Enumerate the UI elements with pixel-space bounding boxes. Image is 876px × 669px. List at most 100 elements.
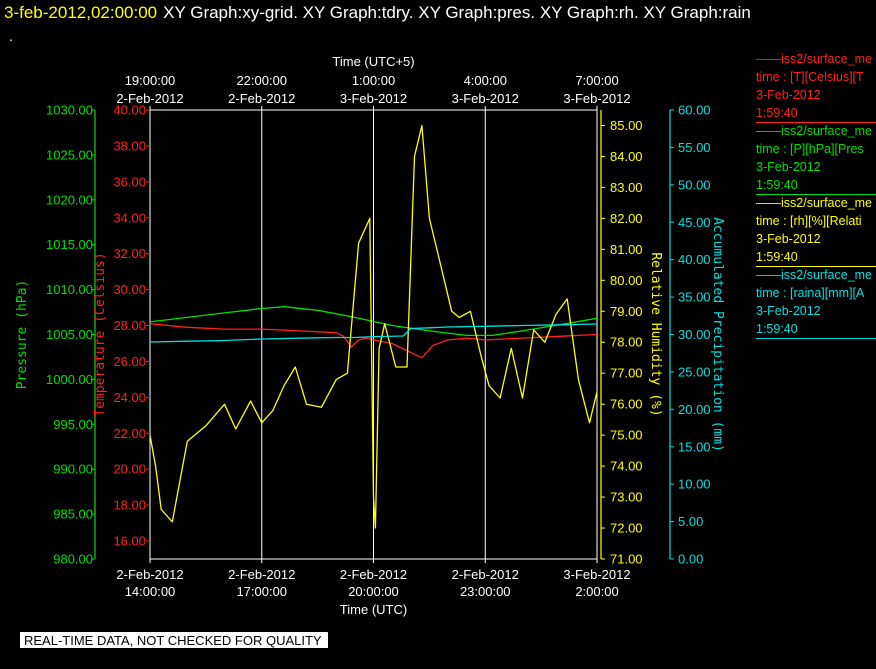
- y-tick-label-pres: 1005.00: [46, 327, 93, 342]
- y-tick-label-temp: 26.00: [113, 354, 146, 369]
- legend-name: ——iss2/surface_me: [756, 196, 873, 210]
- top-tick-label: 7:00:00: [575, 73, 618, 88]
- y-tick-label-temp: 16.00: [113, 534, 146, 549]
- y-tick-label-pres: 1000.00: [46, 372, 93, 387]
- legend-time: 1:59:40: [756, 178, 798, 192]
- y-tick-label-rh: 72.00: [610, 521, 643, 536]
- y-tick-label-rain: 25.00: [678, 364, 711, 379]
- y-tick-label-rh: 78.00: [610, 335, 643, 350]
- legend-desc: time : [T][Celsius][T: [756, 70, 864, 84]
- legend-date: 3-Feb-2012: [756, 232, 821, 246]
- bottom-tick-label: 17:00:00: [236, 584, 287, 599]
- series-line-pres: [149, 306, 598, 337]
- legend-entry: ——iss2/surface_me time : [raina][mm][A 3-F…: [756, 266, 876, 339]
- y-tick-label-temp: 34.00: [113, 210, 146, 225]
- y-tick-label-rain: 45.00: [678, 215, 711, 230]
- top-tick-label: 4:00:00: [464, 73, 507, 88]
- window-title: 3-feb-2012,02:00:00 XY Graph:xy-grid. XY …: [4, 3, 751, 23]
- y-tick-label-temp: 40.00: [113, 103, 146, 118]
- top-tick-label: 2-Feb-2012: [228, 91, 295, 106]
- y-tick-label-rh: 76.00: [610, 397, 643, 412]
- legend-time: 1:59:40: [756, 250, 798, 264]
- top-tick-label: 2-Feb-2012: [116, 91, 183, 106]
- y-tick-label-pres: 980.00: [53, 552, 93, 567]
- y-axis-title-pres: Pressure (hPa): [15, 280, 30, 390]
- y-tick-label-pres: 1025.00: [46, 147, 93, 162]
- y-tick-label-temp: 36.00: [113, 174, 146, 189]
- top-tick-label: 3-Feb-2012: [340, 91, 407, 106]
- series-line-temp: [149, 323, 598, 359]
- y-tick-label-temp: 28.00: [113, 318, 146, 333]
- y-tick-label-rain: 55.00: [678, 140, 711, 155]
- y-tick-label-pres: 985.00: [53, 507, 93, 522]
- y-tick-label-rh: 74.00: [610, 459, 643, 474]
- title-dot: .: [9, 28, 13, 44]
- y-tick-label-pres: 990.00: [53, 462, 93, 477]
- bottom-tick-label: 2-Feb-2012: [228, 567, 295, 582]
- bottom-tick-label: 2-Feb-2012: [340, 567, 407, 582]
- y-tick-label-rain: 20.00: [678, 402, 711, 417]
- y-tick-label-rh: 71.00: [610, 552, 643, 567]
- bottom-axis-title: Time (UTC): [340, 602, 407, 617]
- legend-time: 1:59:40: [756, 322, 798, 336]
- top-tick-label: 3-Feb-2012: [563, 91, 630, 106]
- legend-date: 3-Feb-2012: [756, 160, 821, 174]
- y-tick-label-temp: 30.00: [113, 282, 146, 297]
- y-tick-label-rain: 35.00: [678, 290, 711, 305]
- y-tick-label-temp: 22.00: [113, 426, 146, 441]
- y-tick-label-temp: 24.00: [113, 390, 146, 405]
- y-tick-label-temp: 18.00: [113, 498, 146, 513]
- title-datetime: 3-feb-2012,02:00:00: [4, 3, 158, 22]
- y-tick-label-temp: 38.00: [113, 138, 146, 153]
- y-tick-label-rain: 30.00: [678, 327, 711, 342]
- y-tick-label-rain: 15.00: [678, 439, 711, 454]
- y-tick-label-rh: 73.00: [610, 490, 643, 505]
- y-tick-label-temp: 32.00: [113, 246, 146, 261]
- y-axis-title-rh: Relative Humidity (%): [648, 252, 663, 416]
- quality-banner: REAL-TIME DATA, NOT CHECKED FOR QUALITY: [20, 632, 328, 648]
- legend-desc: time : [P][hPa][Pres: [756, 142, 864, 156]
- legend-name: ——iss2/surface_me: [756, 268, 873, 282]
- y-tick-label-rain: 0.00: [678, 552, 703, 567]
- bottom-tick-label: 2-Feb-2012: [116, 567, 183, 582]
- y-tick-label-rh: 82.00: [610, 211, 643, 226]
- legend-desc: time : [rh][%][Relati: [756, 214, 862, 228]
- y-tick-label-rh: 81.00: [610, 242, 643, 257]
- y-tick-label-rh: 79.00: [610, 304, 643, 319]
- bottom-tick-label: 2-Feb-2012: [452, 567, 519, 582]
- legend-name: ——iss2/surface_me: [756, 52, 873, 66]
- y-tick-label-rain: 50.00: [678, 177, 711, 192]
- bottom-tick-label: 3-Feb-2012: [563, 567, 630, 582]
- y-tick-label-pres: 1015.00: [46, 237, 93, 252]
- y-tick-label-rh: 80.00: [610, 273, 643, 288]
- title-graph-list: XY Graph:xy-grid. XY Graph:tdry. XY Grap…: [163, 3, 751, 22]
- y-tick-label-rh: 75.00: [610, 428, 643, 443]
- y-tick-label-rain: 60.00: [678, 103, 711, 118]
- y-tick-label-rh: 77.00: [610, 366, 643, 381]
- series-line-rain: [149, 323, 598, 343]
- y-tick-label-rh: 84.00: [610, 149, 643, 164]
- y-tick-label-rh: 83.00: [610, 180, 643, 195]
- y-tick-label-rain: 5.00: [678, 514, 703, 529]
- y-tick-label-rain: 10.00: [678, 477, 711, 492]
- legend-time: 1:59:40: [756, 106, 798, 120]
- top-tick-label: 3-Feb-2012: [452, 91, 519, 106]
- y-tick-label-pres: 1010.00: [46, 282, 93, 297]
- y-axis-title-rain: Accumulated Precipitation (mm): [710, 217, 725, 452]
- y-tick-label-rain: 40.00: [678, 252, 711, 267]
- y-tick-label-pres: 995.00: [53, 417, 93, 432]
- top-tick-label: 1:00:00: [352, 73, 395, 88]
- legend-name: ——iss2/surface_me: [756, 124, 873, 138]
- legend-desc: time : [raina][mm][A: [756, 286, 865, 300]
- y-tick-label-temp: 20.00: [113, 462, 146, 477]
- legend-date: 3-Feb-2012: [756, 88, 821, 102]
- top-tick-label: 22:00:00: [236, 73, 287, 88]
- y-tick-label-pres: 1020.00: [46, 192, 93, 207]
- y-axis-title-temp: Temperature (Celsius): [93, 252, 108, 416]
- top-axis-title: Time (UTC+5): [332, 54, 414, 69]
- bottom-tick-label: 14:00:00: [125, 584, 176, 599]
